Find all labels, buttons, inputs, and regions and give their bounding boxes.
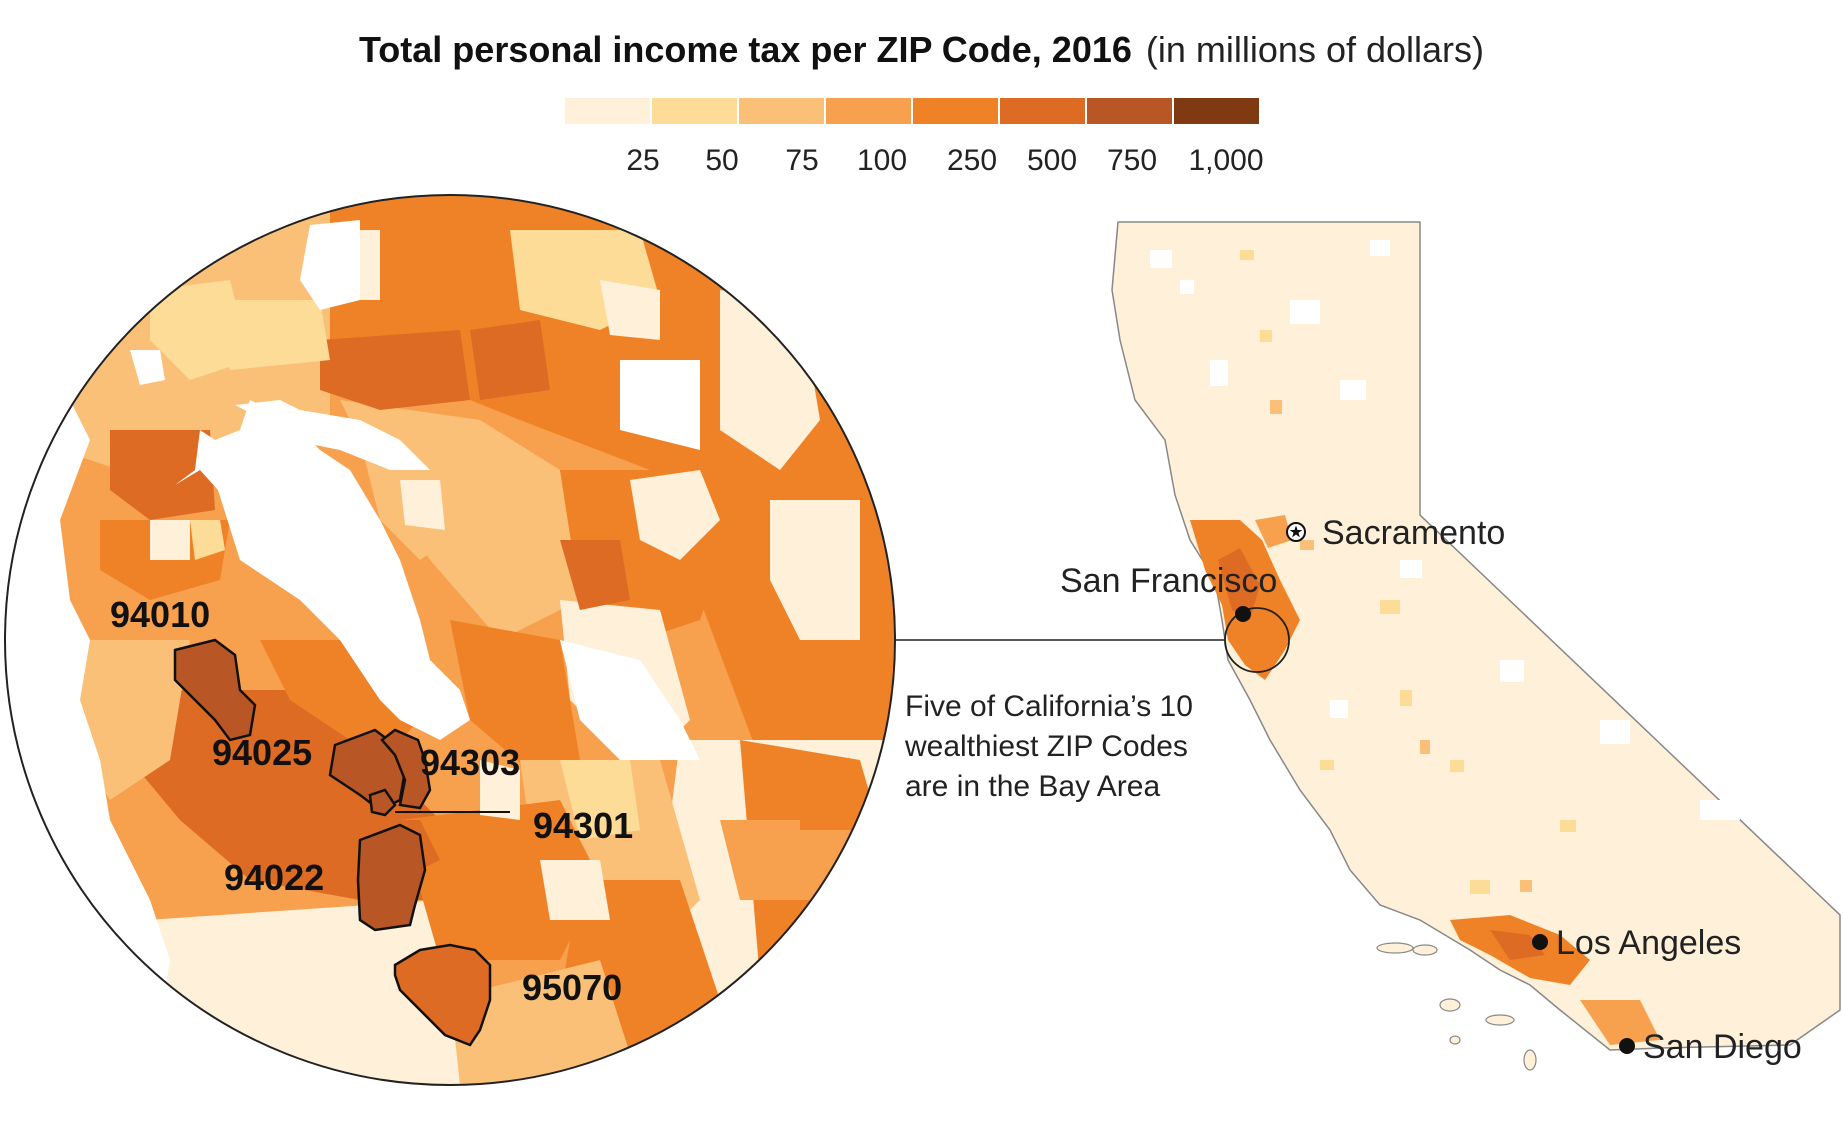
california-map [1111,221,1841,1071]
sacramento-star-icon [1286,522,1306,542]
legend-swatch-8 [1174,98,1259,124]
legend-tick-1: 25 [626,144,659,177]
annotation-line-1: Five of California’s 10 [905,690,1193,723]
city-label-san-francisco: San Francisco [1060,562,1277,600]
map-title: Total personal income tax per ZIP Code, … [0,28,1843,72]
legend-tick-2: 50 [705,144,738,177]
zip-94303-outline [380,728,432,810]
zip-94010-outline [173,638,257,742]
legend-swatch-3 [739,98,824,124]
city-label-sacramento: Sacramento [1322,514,1505,552]
annotation-line-2: wealthiest ZIP Codes [904,730,1188,763]
zip-label-94303: 94303 [420,742,520,783]
legend-swatch-7 [1087,98,1172,124]
legend-swatch-1 [565,98,650,124]
legend-tick-5: 250 [947,144,997,177]
city-label-los-angeles: Los Angeles [1556,924,1741,962]
san-francisco-marker [1235,606,1251,622]
color-legend: 25 50 75 100 250 500 750 1,000 [565,98,1264,177]
zip-94022-outline [356,823,427,932]
zip-label-94010: 94010 [110,594,210,635]
city-label-san-diego: San Diego [1643,1028,1802,1066]
legend-tick-4: 100 [857,144,907,177]
legend-swatch-4 [826,98,911,124]
legend-tick-3: 75 [785,144,818,177]
zip-95070-outline [393,943,492,1047]
zip-label-95070: 95070 [522,967,622,1008]
los-angeles-marker [1532,934,1548,950]
city-markers [1235,522,1635,1054]
title-unit: (in millions of dollars) [1145,29,1485,70]
zip-label-94301: 94301 [533,805,633,846]
zip-label-94025: 94025 [212,732,312,773]
zip-94301-outline [368,788,397,817]
annotation-text: Five of California’s 10 wealthiest ZIP C… [904,690,1193,803]
zip-label-94022: 94022 [224,857,324,898]
bay-area-zoom-map: 94010 94025 94303 94301 94022 95070 [4,194,896,1086]
legend-tick-7: 750 [1107,144,1157,177]
legend-tick-6: 500 [1027,144,1077,177]
annotation-line-3: are in the Bay Area [905,770,1160,803]
legend-tick-8: 1,000 [1188,144,1263,177]
title-main: Total personal income tax per ZIP Code, … [358,29,1132,70]
legend-swatch-2 [652,98,737,124]
legend-swatch-6 [1000,98,1085,124]
san-diego-marker [1619,1038,1635,1054]
legend-swatch-5 [913,98,998,124]
